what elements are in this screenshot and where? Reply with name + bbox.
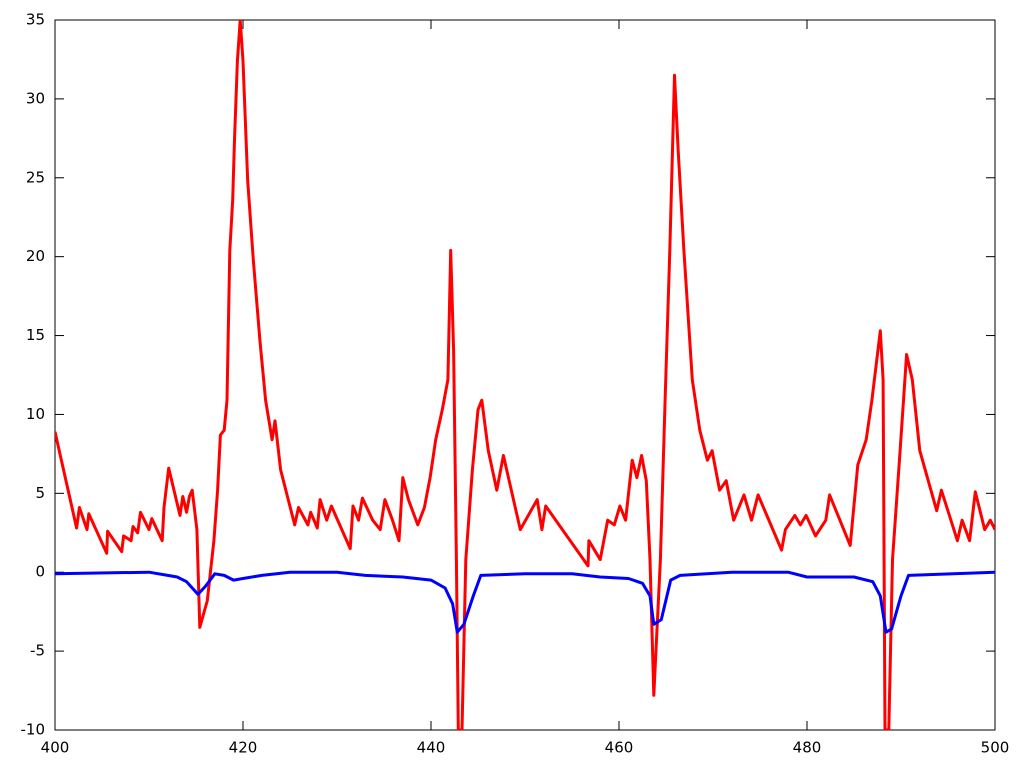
x-tick-label: 440 bbox=[417, 739, 446, 757]
data-line bbox=[55, 570, 995, 634]
plot-border bbox=[54, 19, 996, 731]
y-tick-label: 10 bbox=[26, 405, 45, 423]
x-tick-label: 400 bbox=[41, 739, 70, 757]
data-line bbox=[55, 20, 995, 730]
y-tick-label: 15 bbox=[26, 326, 45, 344]
y-tick-label: -10 bbox=[21, 721, 46, 739]
x-tick-label: 480 bbox=[793, 739, 822, 757]
x-tick-label: 500 bbox=[981, 739, 1010, 757]
x-tick-label: 460 bbox=[605, 739, 634, 757]
y-tick-label: 0 bbox=[35, 563, 45, 581]
y-tick-label: -5 bbox=[30, 642, 45, 660]
y-tick-label: 30 bbox=[26, 89, 45, 107]
y-tick-label: 25 bbox=[26, 168, 45, 186]
x-tick-label: 420 bbox=[229, 739, 258, 757]
y-tick-label: 5 bbox=[35, 484, 45, 502]
y-tick-label: 35 bbox=[26, 11, 45, 29]
y-tick-label: 20 bbox=[26, 247, 45, 265]
